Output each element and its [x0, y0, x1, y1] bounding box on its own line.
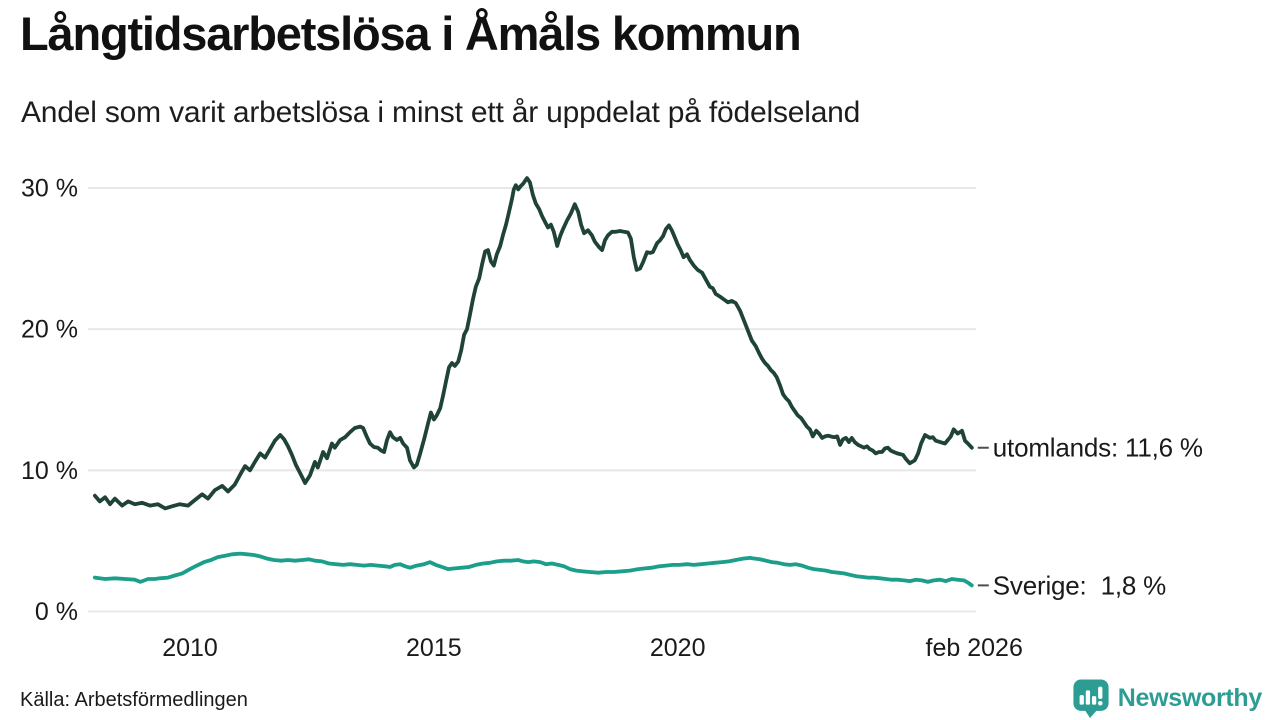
x-tick-label: feb 2026	[926, 634, 1023, 662]
bar-chart-speech-bubble-icon	[1073, 679, 1109, 718]
y-tick-label: 20 %	[21, 316, 78, 344]
newsworthy-wordmark: Newsworthy	[1117, 683, 1263, 712]
newsworthy-logo: Newsworthy	[1072, 678, 1262, 718]
x-tick-label: 2020	[650, 634, 706, 662]
source-note: Källa: Arbetsförmedlingen	[20, 689, 248, 711]
x-tick-label: 2015	[406, 634, 462, 662]
chart-subtitle: Andel som varit arbetslösa i minst ett å…	[21, 96, 861, 129]
series-line-sverige	[93, 551, 974, 588]
chart-title: Långtidsarbetslösa i Åmåls kommun	[20, 7, 802, 60]
y-tick-label: 0 %	[35, 598, 78, 626]
series-line-utomlands	[93, 176, 974, 511]
x-tick-label: 2010	[162, 634, 218, 662]
y-tick-label: 30 %	[21, 174, 78, 202]
series-end-label-utomlands: utomlands: 11,6 %	[993, 433, 1203, 463]
y-tick-label: 10 %	[21, 457, 78, 485]
series-end-label-sverige: Sverige: 1,8 %	[993, 570, 1166, 600]
